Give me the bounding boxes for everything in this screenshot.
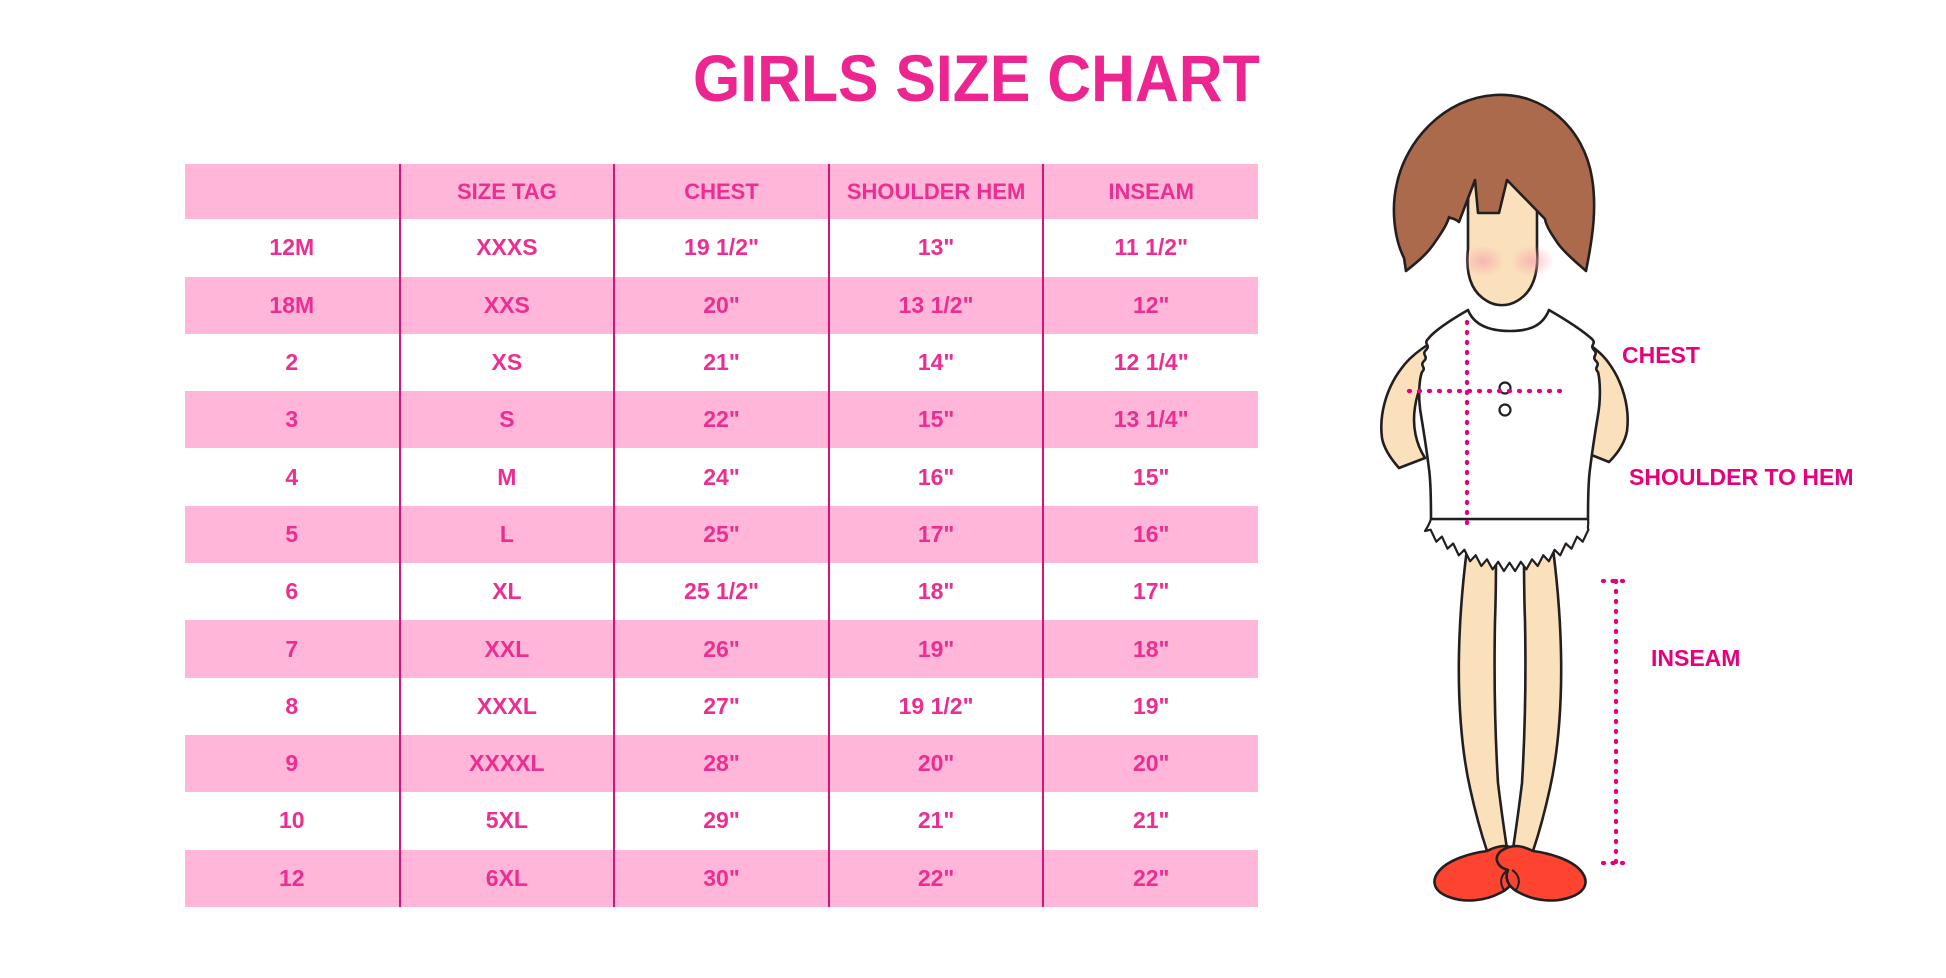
svg-text:CHEST: CHEST bbox=[1622, 342, 1700, 368]
svg-text:INSEAM: INSEAM bbox=[1651, 645, 1740, 671]
svg-text:SHOULDER TO HEM: SHOULDER TO HEM bbox=[1629, 464, 1853, 490]
